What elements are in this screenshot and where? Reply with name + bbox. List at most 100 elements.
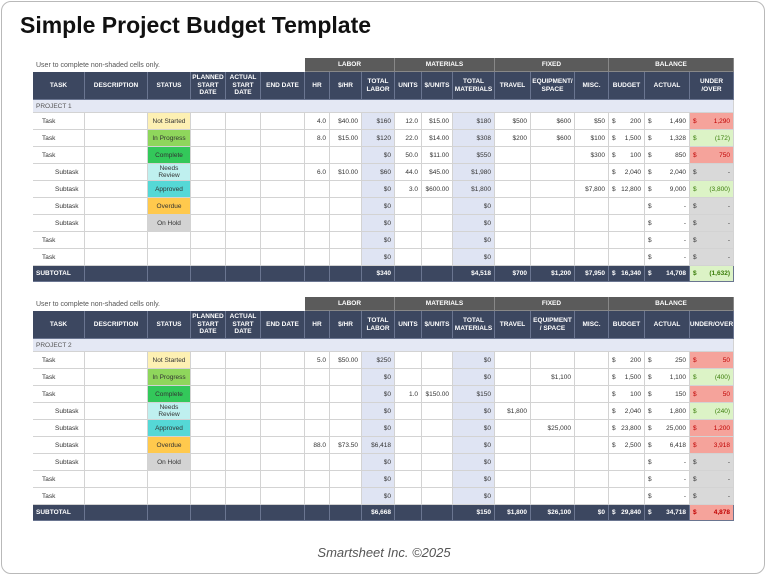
currency: $ [693, 458, 697, 466]
amount: 14,708 [666, 270, 686, 277]
cell: $1,100 [531, 369, 575, 386]
currency: $ [612, 117, 616, 125]
cell [191, 198, 226, 215]
currency: $ [648, 168, 652, 176]
balance-cell: $1,490 [645, 113, 690, 130]
page-title: Simple Project Budget Template [20, 12, 372, 38]
cell [395, 437, 422, 454]
task-cell: Subtask [33, 215, 85, 232]
amount: 34,718 [666, 509, 686, 516]
cell [261, 420, 305, 437]
cell [395, 369, 422, 386]
cell: $1,800 [495, 403, 531, 420]
cell [330, 147, 362, 164]
amount: 1,328 [669, 134, 686, 142]
cell [261, 181, 305, 198]
cell [330, 488, 362, 505]
amount: - [727, 458, 730, 466]
cell: $0 [575, 505, 609, 521]
cell: $300 [575, 147, 609, 164]
amount: 12,800 [621, 185, 641, 193]
cell [575, 164, 609, 181]
cell [395, 352, 422, 369]
column-header: PLANNED START DATE [191, 72, 226, 100]
amount: 100 [630, 151, 641, 159]
cell [531, 249, 575, 266]
cell [305, 266, 330, 282]
amount: 29,840 [621, 509, 641, 516]
cell [495, 198, 531, 215]
cell: $0 [362, 403, 395, 420]
task-cell: Task [33, 488, 85, 505]
cell [422, 232, 453, 249]
cell: $0 [362, 420, 395, 437]
cell: $550 [453, 147, 495, 164]
currency: $ [693, 134, 697, 142]
task-cell: Task [33, 352, 85, 369]
currency: $ [648, 219, 652, 227]
cell [609, 232, 645, 249]
cell [191, 386, 226, 403]
cell: $120 [362, 130, 395, 147]
cell [330, 369, 362, 386]
cell: $50 [575, 113, 609, 130]
cell [85, 386, 148, 403]
cell: $0 [362, 215, 395, 232]
balance-cell: $ - [645, 232, 690, 249]
currency: $ [648, 492, 652, 500]
balance-cell: $ (172) [690, 130, 734, 147]
cell [148, 471, 191, 488]
cell [330, 471, 362, 488]
balance-cell: $6,418 [645, 437, 690, 454]
note: User to complete non-shaded cells only. [36, 61, 160, 69]
cell [495, 386, 531, 403]
cell: $0 [453, 352, 495, 369]
cell [395, 198, 422, 215]
cell: 3.0 [395, 181, 422, 198]
column-header: $/UNITS [422, 72, 453, 100]
cell [148, 488, 191, 505]
cell [191, 232, 226, 249]
cell [422, 352, 453, 369]
amount: - [683, 492, 686, 500]
cell [330, 266, 362, 282]
currency: $ [693, 373, 697, 381]
currency: $ [648, 151, 652, 159]
cell [226, 164, 261, 181]
cell: On Hold [148, 215, 191, 232]
balance-cell: $25,000 [645, 420, 690, 437]
cell [191, 369, 226, 386]
currency: $ [612, 168, 616, 176]
task-cell: Subtask [33, 198, 85, 215]
amount: - [727, 202, 730, 210]
cell [531, 164, 575, 181]
cell: $0 [453, 249, 495, 266]
amount: (400) [714, 373, 730, 381]
cell [495, 215, 531, 232]
cell [422, 249, 453, 266]
cell: $0 [453, 403, 495, 420]
cell [422, 505, 453, 521]
balance-cell: $150 [645, 386, 690, 403]
cell: $600.00 [422, 181, 453, 198]
cell: $73.50 [330, 437, 362, 454]
currency: $ [648, 390, 652, 398]
column-header: END DATE [261, 72, 305, 100]
cell: $0 [362, 369, 395, 386]
cell [191, 403, 226, 420]
cell [531, 386, 575, 403]
amount: 50 [722, 356, 730, 364]
currency: $ [612, 270, 616, 277]
amount: 1,200 [713, 424, 730, 432]
cell: $0 [453, 369, 495, 386]
cell: $6,418 [362, 437, 395, 454]
cell: $0 [362, 386, 395, 403]
amount: 25,000 [666, 424, 686, 432]
cell [261, 232, 305, 249]
balance-cell: $16,340 [609, 266, 645, 282]
column-header: UNITS [395, 311, 422, 339]
column-header: TOTAL MATERIALS [453, 72, 495, 100]
amount: (172) [714, 134, 730, 142]
cell [305, 215, 330, 232]
column-header: BUDGET [609, 72, 645, 100]
